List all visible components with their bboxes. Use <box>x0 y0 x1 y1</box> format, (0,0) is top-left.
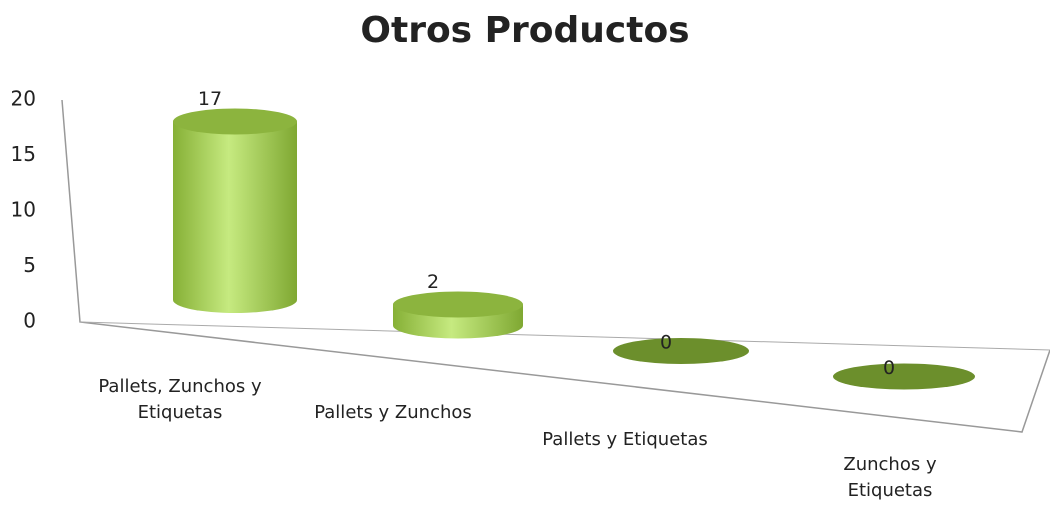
data-label: 2 <box>427 271 439 293</box>
y-tick-label: 5 <box>23 253 36 277</box>
x-tick-label: Pallets y Zunchos <box>314 402 472 423</box>
data-label: 0 <box>883 357 895 379</box>
x-tick-label: Pallets, Zunchos y Etiquetas <box>98 376 262 423</box>
axis-frame <box>61 99 1050 433</box>
bar <box>833 363 975 390</box>
bar <box>173 121 297 313</box>
y-tick-label: 15 <box>11 142 36 166</box>
data-label: 17 <box>198 88 222 110</box>
bar-top <box>173 108 297 135</box>
y-tick-label: 10 <box>11 198 36 222</box>
floor-back <box>79 321 1050 351</box>
y-tick-label: 20 <box>11 87 36 111</box>
data-label: 0 <box>660 332 672 354</box>
x-tick-label: Pallets y Etiquetas <box>542 429 708 450</box>
chart-title: Otros Productos <box>360 10 689 51</box>
bar-top <box>393 291 523 318</box>
bar <box>613 338 749 364</box>
x-tick-label: Zunchos y Etiquetas <box>843 454 937 501</box>
y-tick-label: 0 <box>23 309 36 333</box>
